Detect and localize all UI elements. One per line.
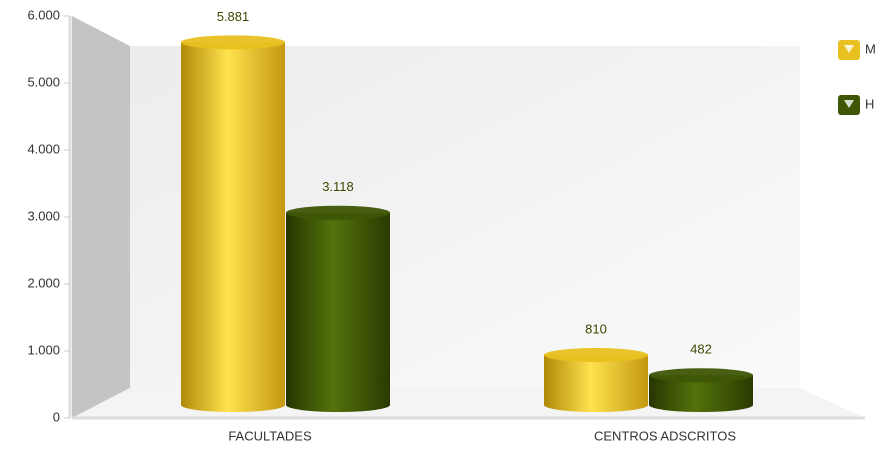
x-tick-label: CENTROS ADSCRITOS [594, 428, 736, 443]
y-tick-label: 3.000 [27, 208, 60, 223]
y-tick-label: 2.000 [27, 275, 60, 290]
bar [544, 355, 648, 412]
value-label: 482 [690, 342, 712, 357]
bar [286, 212, 390, 412]
value-label: 810 [585, 321, 607, 336]
y-tick-label: 5.000 [27, 74, 60, 89]
bar-top [181, 35, 285, 50]
bar-top [649, 368, 753, 383]
bar [649, 375, 753, 412]
x-tick-label: FACULTADES [228, 428, 312, 443]
legend-icon [844, 100, 854, 108]
bar-top [544, 348, 648, 363]
bar-top [286, 205, 390, 220]
y-tick-label: 4.000 [27, 141, 60, 156]
value-label: 3.118 [322, 179, 354, 194]
legend-label: H [865, 96, 874, 111]
y-tick-label: 6.000 [27, 7, 60, 22]
legend-icon [844, 45, 854, 53]
value-label: 5.881 [217, 9, 250, 24]
side-wall [72, 16, 130, 418]
y-tick-label: 0 [53, 409, 60, 424]
legend-label: M [865, 41, 876, 56]
bar [181, 42, 285, 413]
y-tick-label: 1.000 [27, 342, 60, 357]
